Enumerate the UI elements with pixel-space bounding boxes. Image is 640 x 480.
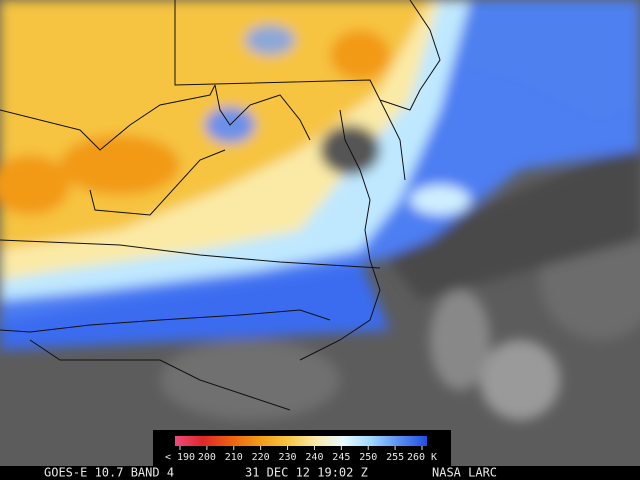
colorbar-label: < 190 (165, 452, 195, 463)
colorbar (175, 436, 427, 446)
colorbar-label: 220 (252, 452, 270, 463)
colorbar-label: 255 (386, 452, 404, 463)
colorbar-label: 210 (225, 452, 243, 463)
colorbar-label: 260 K (407, 452, 437, 463)
timestamp: 31 DEC 12 19:02 Z (245, 466, 368, 480)
colorbar-label: 240 (305, 452, 323, 463)
colorbar-label: 230 (279, 452, 297, 463)
satellite-label: GOES-E 10.7 BAND 4 (44, 466, 174, 480)
colorbar-label: 245 (332, 452, 350, 463)
footer-bar (0, 466, 640, 480)
ir-imagery (0, 0, 640, 466)
colorbar-label: 250 (359, 452, 377, 463)
colorbar-label: 200 (198, 452, 216, 463)
source-label: NASA LARC (432, 466, 497, 480)
